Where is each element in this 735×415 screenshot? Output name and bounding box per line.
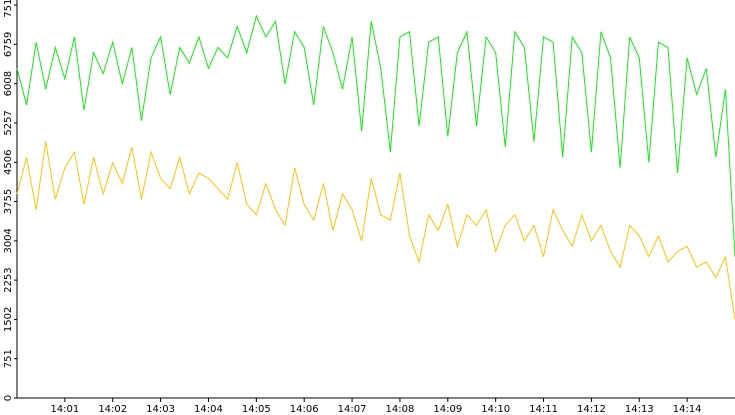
- y-tick-label: 4506: [3, 150, 14, 175]
- y-tick-label: 751: [3, 349, 14, 368]
- y-tick-label: 0: [3, 395, 14, 401]
- y-tick-label: 2253: [3, 267, 14, 292]
- y-tick-label: 1502: [3, 307, 14, 332]
- x-tick-label: 14:02: [98, 404, 127, 415]
- x-tick-label: 14:07: [338, 404, 367, 415]
- x-tick-label: 14:05: [242, 404, 271, 415]
- x-tick-label: 14:09: [433, 404, 462, 415]
- series-line: [16, 141, 735, 320]
- x-tick-label: 14:04: [194, 404, 223, 415]
- x-tick-label: 14:13: [625, 404, 654, 415]
- series-line: [16, 14, 735, 257]
- y-tick-label: 6759: [3, 32, 14, 57]
- x-tick-label: 14:01: [50, 404, 79, 415]
- x-tick-label: 14:10: [481, 404, 510, 415]
- y-tick-label: 5257: [3, 110, 14, 135]
- x-tick-label: 14:03: [146, 404, 175, 415]
- x-tick-label: 14:11: [529, 404, 558, 415]
- y-tick-label: 3004: [3, 228, 14, 253]
- x-tick-label: 14:06: [290, 404, 319, 415]
- x-tick-label: 14:12: [577, 404, 606, 415]
- x-tick-label: 14:08: [386, 404, 415, 415]
- y-tick-label: 3755: [3, 189, 14, 214]
- y-tick-label: 7511: [3, 0, 14, 18]
- y-tick-label: 6008: [3, 71, 14, 96]
- x-tick-label: 14:14: [673, 404, 702, 415]
